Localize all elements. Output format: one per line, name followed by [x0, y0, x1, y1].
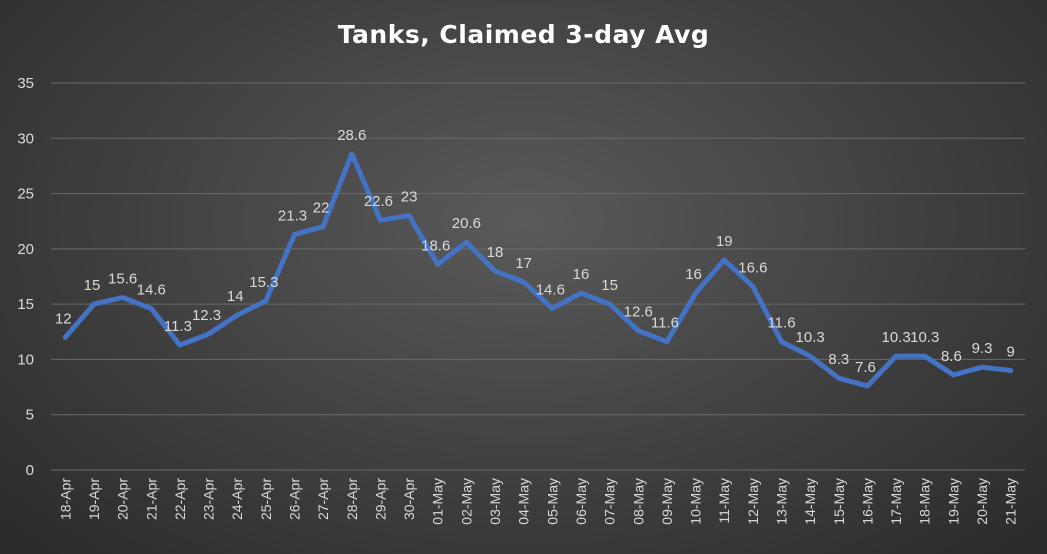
data-label: 28.6 [337, 127, 366, 144]
x-tick-label: 27-Apr [315, 478, 331, 520]
data-label: 19 [716, 233, 733, 250]
x-tick-label: 12-May [745, 478, 761, 525]
x-tick-label: 04-May [516, 478, 532, 525]
data-label: 22 [313, 200, 330, 217]
x-tick-label: 18-Apr [57, 478, 73, 520]
data-label: 9.3 [972, 340, 993, 357]
data-label: 8.3 [828, 351, 849, 368]
x-tick-label: 21-May [1003, 478, 1019, 525]
x-tick-label: 06-May [573, 478, 589, 525]
data-label: 16 [573, 266, 590, 283]
x-tick-label: 14-May [802, 478, 818, 525]
data-label: 16.6 [738, 259, 767, 276]
x-tick-label: 22-Apr [172, 478, 188, 520]
data-label: 8.6 [941, 348, 962, 365]
x-tick-label: 16-May [859, 478, 875, 525]
data-label: 22.6 [364, 193, 393, 210]
gridlines [51, 82, 1025, 471]
x-tick-label: 30-Apr [401, 478, 417, 520]
data-label: 16 [685, 266, 702, 283]
data-label: 15 [601, 277, 618, 294]
x-tick-label: 05-May [544, 478, 560, 525]
data-label: 10.3 [796, 329, 825, 346]
x-tick-label: 20-May [974, 478, 990, 525]
x-tick-label: 08-May [630, 478, 646, 525]
y-tick-label: 0 [26, 462, 34, 479]
data-label: 15.3 [249, 274, 278, 291]
x-tick-label: 11-May [716, 478, 732, 524]
data-label: 18.6 [421, 237, 450, 254]
data-label: 12.6 [624, 304, 653, 321]
x-tick-label: 21-Apr [143, 478, 159, 520]
data-label: 11.6 [767, 315, 795, 332]
x-tick-label: 15-May [831, 478, 847, 525]
x-tick-label: 28-Apr [344, 478, 360, 520]
x-tick-label: 10-May [688, 478, 704, 525]
y-tick-label: 30 [17, 130, 34, 147]
x-tick-label: 25-Apr [258, 478, 274, 520]
x-tick-label: 09-May [659, 478, 675, 525]
data-label: 11.6 [651, 315, 679, 332]
y-axis-ticks: 0 5 10 15 20 25 30 35 [17, 75, 34, 479]
data-label: 14.6 [536, 282, 565, 299]
data-label: 20.6 [452, 215, 481, 232]
x-tick-label: 19-Apr [86, 478, 102, 520]
chart-title: Tanks, Claimed 3-day Avg [337, 20, 710, 49]
y-tick-label: 15 [17, 296, 34, 313]
x-tick-label: 02-May [458, 478, 474, 525]
series-line [62, 151, 1014, 389]
x-tick-label: 17-May [888, 478, 904, 525]
data-label: 21.3 [278, 207, 307, 224]
x-tick-label: 20-Apr [115, 478, 131, 520]
y-tick-label: 35 [17, 75, 34, 92]
x-tick-label: 07-May [602, 478, 618, 525]
data-label: 10.3 [881, 329, 910, 346]
x-tick-label: 24-Apr [229, 478, 245, 520]
x-tick-label: 26-Apr [287, 478, 303, 520]
x-tick-label: 23-Apr [201, 478, 217, 520]
x-tick-label: 18-May [917, 478, 933, 525]
x-tick-label: 19-May [945, 478, 961, 525]
data-label: 14 [227, 288, 244, 305]
x-axis-ticks: 18-Apr 19-Apr 20-Apr 21-Apr 22-Apr 23-Apr 24-A… [57, 478, 1018, 525]
data-label: 15.6 [108, 271, 137, 288]
y-tick-label: 25 [17, 186, 34, 203]
x-tick-label: 29-Apr [372, 478, 388, 520]
x-tick-label: 03-May [487, 478, 503, 525]
y-tick-label: 10 [17, 351, 34, 368]
x-tick-label: 13-May [774, 478, 790, 525]
series-line-layer [62, 151, 1014, 389]
data-label: 23 [401, 189, 418, 206]
data-label: 12.3 [192, 307, 221, 324]
data-label: 14.6 [137, 282, 166, 299]
data-label: 12 [55, 310, 72, 327]
data-label: 10.3 [910, 329, 939, 346]
data-label: 18 [487, 244, 504, 261]
data-label: 9 [1007, 343, 1015, 360]
data-label: 17 [515, 255, 532, 272]
y-tick-label: 20 [17, 241, 34, 258]
data-label: 7.6 [855, 359, 876, 376]
data-label: 15 [84, 277, 101, 294]
data-label: 11.3 [164, 318, 192, 335]
y-tick-label: 5 [26, 407, 34, 424]
x-tick-label: 01-May [430, 478, 446, 525]
